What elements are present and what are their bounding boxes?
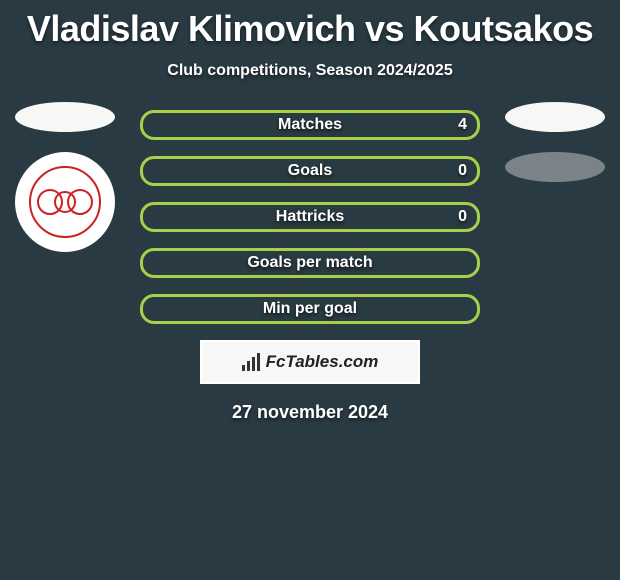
stat-value: 0 — [458, 208, 467, 226]
player-left-placeholder — [15, 102, 115, 132]
stat-label: Goals — [288, 162, 332, 180]
brand-text: FcTables.com — [266, 352, 379, 372]
stat-label: Goals per match — [247, 254, 372, 272]
left-column — [10, 102, 120, 252]
stat-row-hattricks: Hattricks 0 — [140, 202, 480, 232]
brand-watermark: FcTables.com — [200, 340, 420, 384]
club-badge-left — [15, 152, 115, 252]
stat-label: Hattricks — [276, 208, 344, 226]
right-column — [500, 102, 610, 202]
stats-panel: Matches 4 Goals 0 Hattricks 0 Goals per … — [140, 110, 480, 324]
player-right-placeholder — [505, 102, 605, 132]
stat-row-goals-per-match: Goals per match — [140, 248, 480, 278]
brand-bars-icon — [242, 353, 260, 371]
club-right-placeholder — [505, 152, 605, 182]
page-title: Vladislav Klimovich vs Koutsakos — [0, 0, 620, 50]
club-badge-graphic — [29, 166, 101, 238]
page-subtitle: Club competitions, Season 2024/2025 — [0, 62, 620, 80]
stat-label: Min per goal — [263, 300, 357, 318]
page-date: 27 november 2024 — [0, 402, 620, 423]
stat-value: 4 — [458, 116, 467, 134]
stat-value: 0 — [458, 162, 467, 180]
stat-label: Matches — [278, 116, 342, 134]
stat-row-matches: Matches 4 — [140, 110, 480, 140]
club-badge-center-ring — [54, 191, 76, 213]
stat-row-goals: Goals 0 — [140, 156, 480, 186]
content-area: Matches 4 Goals 0 Hattricks 0 Goals per … — [0, 110, 620, 423]
stat-row-min-per-goal: Min per goal — [140, 294, 480, 324]
